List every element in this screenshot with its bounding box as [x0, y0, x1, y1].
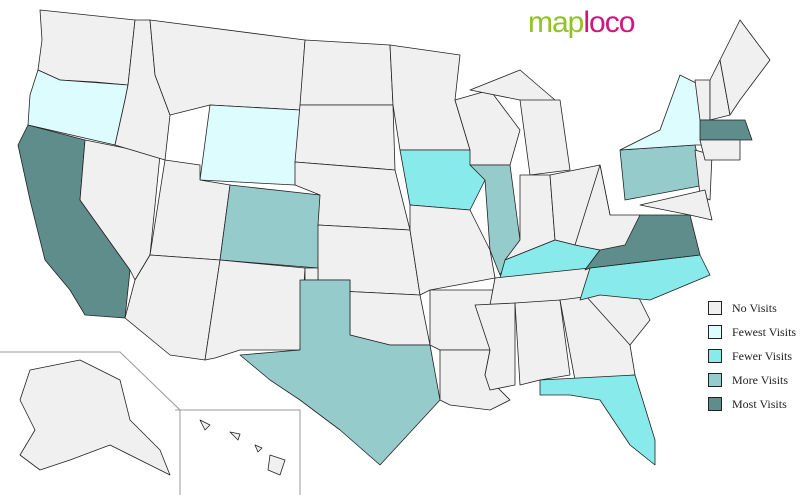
state-co[interactable] — [219, 184, 321, 269]
legend-label: Fewer Visits — [732, 348, 793, 363]
state-wa[interactable] — [37, 9, 136, 86]
legend: No Visits Fewest Visits Fewer Visits More V… — [708, 296, 796, 416]
alaska-inset-border — [0, 351, 181, 495]
state-mo[interactable] — [409, 204, 496, 296]
state-wv[interactable] — [574, 164, 641, 251]
state-mi[interactable] — [469, 69, 571, 176]
state-ak[interactable] — [19, 359, 171, 476]
legend-label: No Visits — [732, 300, 777, 315]
state-nd[interactable] — [299, 39, 394, 106]
state-tx[interactable] — [239, 279, 441, 466]
legend-swatch — [708, 373, 722, 387]
legend-swatch — [708, 325, 722, 339]
state-wy[interactable] — [199, 104, 301, 186]
state-sd[interactable] — [294, 104, 396, 171]
legend-swatch — [708, 349, 722, 363]
state-ma[interactable] — [699, 119, 753, 141]
legend-label: Most Visits — [732, 396, 787, 411]
state-nm[interactable] — [204, 259, 306, 361]
legend-item-more: More Visits — [708, 368, 796, 392]
legend-label: Fewest Visits — [732, 324, 797, 339]
legend-swatch — [708, 397, 722, 411]
state-pa[interactable] — [619, 144, 706, 201]
legend-item-fewest: Fewest Visits — [708, 320, 796, 344]
state-mt[interactable] — [149, 19, 306, 116]
legend-item-most: Most Visits — [708, 392, 796, 416]
state-mn[interactable] — [389, 44, 471, 151]
state-me[interactable] — [719, 19, 771, 116]
state-fl[interactable] — [539, 374, 656, 466]
state-md[interactable] — [639, 189, 713, 221]
legend-label: More Visits — [732, 372, 789, 387]
legend-item-fewer: Fewer Visits — [708, 344, 796, 368]
state-al[interactable] — [514, 299, 571, 386]
state-ny[interactable] — [619, 74, 706, 151]
state-ia[interactable] — [399, 149, 486, 211]
hawaii-inset-border — [175, 409, 301, 495]
legend-item-none: No Visits — [708, 296, 796, 320]
maploco-logo: maploco — [528, 6, 635, 39]
state-ct[interactable] — [699, 139, 741, 161]
state-hi[interactable] — [199, 419, 286, 476]
state-il[interactable] — [469, 164, 521, 276]
legend-swatch — [708, 301, 722, 315]
